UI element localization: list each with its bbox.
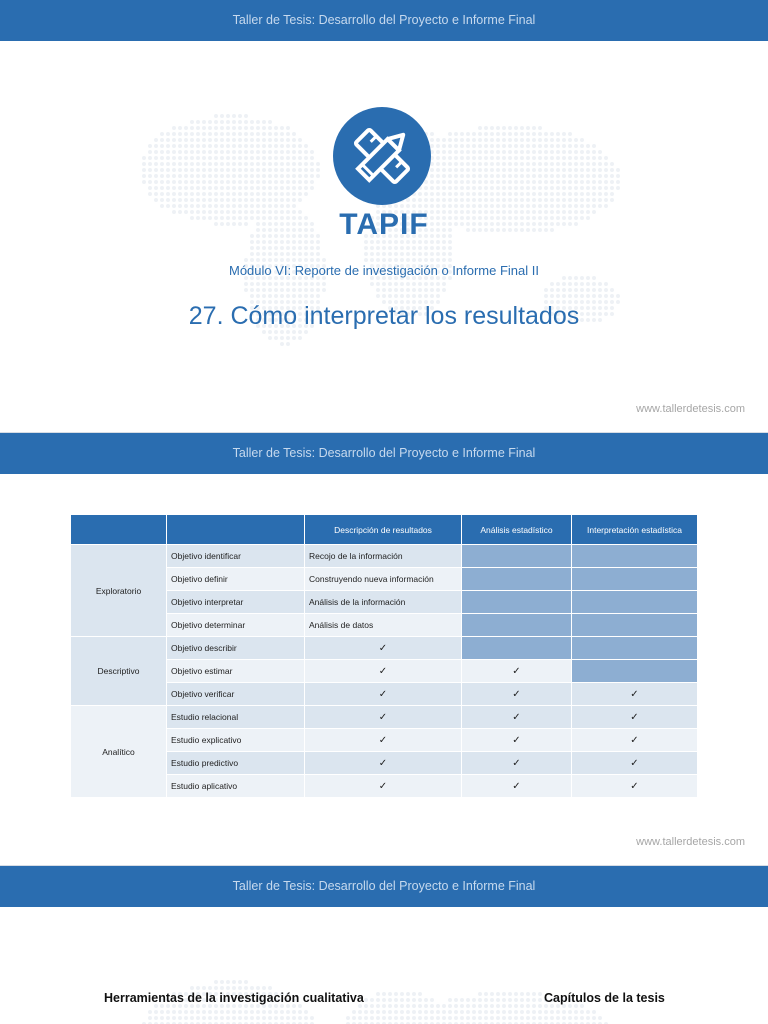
group-cell-exploratorio: Exploratorio <box>70 544 167 637</box>
table-row: Objetivo estimar ✓ ✓ <box>71 659 698 683</box>
check-mark: ✓ <box>461 659 572 683</box>
interpretation-table: Descripción de resultados Análisis estad… <box>70 514 698 798</box>
empty-cell <box>571 544 698 568</box>
empty-cell <box>571 590 698 614</box>
slide-banner: Taller de Tesis: Desarrollo del Proyecto… <box>0 0 768 41</box>
row-label: Objetivo describir <box>166 636 305 660</box>
check-mark: ✓ <box>461 751 572 775</box>
empty-cell <box>461 636 572 660</box>
check-mark: ✓ <box>571 682 698 706</box>
empty-cell <box>461 544 572 568</box>
empty-cell <box>571 613 698 637</box>
check-mark: ✓ <box>461 728 572 752</box>
row-label: Objetivo definir <box>166 567 305 591</box>
table-row: Estudio predictivo ✓ ✓ ✓ <box>71 751 698 775</box>
table-row: Descriptivo Objetivo describir ✓ <box>70 636 698 706</box>
footer-url[interactable]: www.tallerdetesis.com <box>636 836 745 848</box>
check-mark: ✓ <box>304 682 462 706</box>
table-row: Estudio aplicativo ✓ ✓ ✓ <box>71 774 698 798</box>
chapters-heading: Capítulos de la tesis <box>544 991 665 1005</box>
description-cell: Análisis de la información <box>304 590 462 614</box>
empty-cell <box>571 659 698 683</box>
empty-cell <box>461 567 572 591</box>
tools-heading: Herramientas de la investigación cualita… <box>104 991 364 1005</box>
row-label: Objetivo estimar <box>166 659 305 683</box>
slide-chapters: Taller de Tesis: Desarrollo del Proyecto… <box>0 866 768 1024</box>
table-header-row: Descripción de resultados Análisis estad… <box>70 514 698 545</box>
check-mark: ✓ <box>304 705 462 729</box>
table-row: Exploratorio Objetivo identificar Recojo… <box>70 544 698 637</box>
check-mark: ✓ <box>571 705 698 729</box>
header-cell: Análisis estadístico <box>461 514 572 545</box>
slide-cover: Taller de Tesis: Desarrollo del Proyecto… <box>0 0 768 432</box>
check-mark: ✓ <box>304 774 462 798</box>
header-cell <box>166 514 305 545</box>
check-mark: ✓ <box>304 636 462 660</box>
row-label: Estudio predictivo <box>166 751 305 775</box>
check-mark: ✓ <box>461 682 572 706</box>
module-subtitle: Módulo VI: Reporte de investigación o In… <box>229 263 539 278</box>
check-mark: ✓ <box>304 728 462 752</box>
row-label: Objetivo verificar <box>166 682 305 706</box>
header-cell: Descripción de resultados <box>304 514 462 545</box>
slide-title: 27. Cómo interpretar los resultados <box>188 302 580 330</box>
check-mark: ✓ <box>304 751 462 775</box>
header-cell <box>70 514 167 545</box>
slide-separator <box>0 865 768 866</box>
brand-name: TAPIF <box>339 208 429 241</box>
table-row: Objetivo definir Construyendo nueva info… <box>71 567 698 591</box>
row-label: Estudio aplicativo <box>166 774 305 798</box>
description-cell: Recojo de la información <box>304 544 462 568</box>
check-mark: ✓ <box>571 751 698 775</box>
description-cell: Análisis de datos <box>304 613 462 637</box>
row-label: Estudio relacional <box>166 705 305 729</box>
slide-table: Taller de Tesis: Desarrollo del Proyecto… <box>0 433 768 865</box>
check-mark: ✓ <box>571 728 698 752</box>
group-cell-descriptivo: Descriptivo <box>70 636 167 706</box>
check-mark: ✓ <box>461 705 572 729</box>
world-map-background <box>142 980 608 1024</box>
empty-cell <box>461 613 572 637</box>
description-cell: Construyendo nueva información <box>304 567 462 591</box>
footer-url[interactable]: www.tallerdetesis.com <box>636 403 745 415</box>
slide-banner: Taller de Tesis: Desarrollo del Proyecto… <box>0 433 768 474</box>
slide-separator <box>0 432 768 433</box>
row-label: Estudio explicativo <box>166 728 305 752</box>
row-label: Objetivo identificar <box>166 544 305 568</box>
row-label: Objetivo interpretar <box>166 590 305 614</box>
row-label: Objetivo determinar <box>166 613 305 637</box>
header-cell: Interpretación estadística <box>571 514 698 545</box>
empty-cell <box>571 636 698 660</box>
pencil-ruler-icon <box>333 107 431 205</box>
slide-banner: Taller de Tesis: Desarrollo del Proyecto… <box>0 866 768 907</box>
check-mark: ✓ <box>304 659 462 683</box>
empty-cell <box>461 590 572 614</box>
table-row: Objetivo verificar ✓ ✓ ✓ <box>71 682 698 706</box>
check-mark: ✓ <box>461 774 572 798</box>
table-row: Estudio explicativo ✓ ✓ ✓ <box>71 728 698 752</box>
group-cell-analitico: Analítico <box>70 705 167 798</box>
table-row: Objetivo interpretar Análisis de la info… <box>71 590 698 614</box>
table-row: Analítico Estudio relacional ✓ ✓ ✓ <box>70 705 698 798</box>
check-mark: ✓ <box>571 774 698 798</box>
empty-cell <box>571 567 698 591</box>
